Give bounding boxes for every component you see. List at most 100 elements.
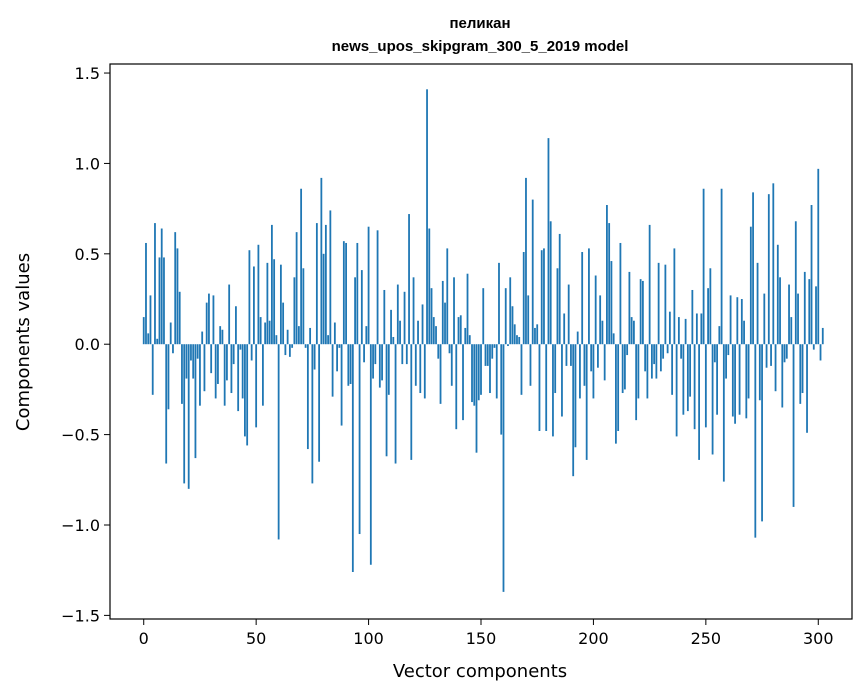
- y-tick-label: −1.0: [61, 516, 100, 535]
- bar: [509, 277, 512, 345]
- bar: [457, 317, 460, 345]
- bar: [392, 336, 395, 345]
- bar: [311, 344, 314, 484]
- bar: [230, 344, 233, 394]
- bar: [797, 293, 799, 345]
- bar: [617, 344, 620, 431]
- bar: [340, 344, 343, 426]
- bar: [300, 188, 303, 345]
- bar: [471, 344, 473, 403]
- bar: [167, 344, 170, 410]
- bar: [322, 253, 325, 345]
- bar: [284, 344, 287, 356]
- bar: [264, 322, 267, 345]
- bar: [543, 248, 545, 345]
- bar: [181, 344, 183, 404]
- bar: [583, 344, 586, 386]
- bar: [779, 277, 781, 345]
- bar: [217, 344, 219, 384]
- bar: [417, 320, 419, 345]
- bar: [722, 344, 725, 482]
- bar: [790, 317, 793, 345]
- bar: [221, 329, 224, 345]
- bar: [333, 322, 336, 345]
- x-tick-label: 200: [578, 629, 609, 648]
- x-axis-ticks: 0 50 100 150 200 250 300: [139, 619, 834, 648]
- bar: [345, 242, 347, 345]
- bar: [803, 271, 806, 345]
- bar: [736, 297, 739, 345]
- bar: [608, 223, 611, 345]
- bar: [655, 344, 658, 379]
- bar: [253, 266, 255, 345]
- bar: [747, 344, 750, 399]
- bar: [419, 344, 422, 394]
- bar: [205, 302, 208, 345]
- bar: [288, 344, 291, 357]
- bar: [763, 293, 766, 345]
- bar: [149, 295, 152, 345]
- x-tick-label: 300: [803, 629, 834, 648]
- bar: [228, 284, 231, 345]
- bar: [664, 264, 667, 345]
- bar: [785, 344, 788, 359]
- bar: [376, 230, 379, 345]
- bar: [641, 280, 644, 345]
- bar: [549, 221, 552, 345]
- bar: [606, 205, 608, 345]
- bar: [248, 250, 251, 345]
- x-axis-label: Vector components: [393, 661, 567, 682]
- bar: [444, 302, 446, 345]
- bar: [462, 344, 464, 421]
- bar: [534, 327, 536, 345]
- bar: [691, 289, 694, 345]
- bar: [270, 224, 273, 345]
- bar: [592, 344, 595, 399]
- bar: [437, 344, 440, 359]
- bar: [725, 344, 727, 379]
- bar: [185, 344, 188, 379]
- bar: [477, 344, 480, 401]
- bar: [671, 344, 674, 395]
- bar: [743, 320, 745, 345]
- bar: [738, 344, 741, 415]
- bar: [302, 268, 305, 345]
- bar: [147, 333, 150, 345]
- bar: [349, 344, 352, 384]
- bar: [693, 344, 696, 430]
- bar: [239, 344, 242, 350]
- bar: [484, 344, 487, 366]
- bar: [241, 344, 244, 399]
- y-tick-label: −0.5: [61, 426, 100, 445]
- bar: [163, 257, 165, 345]
- bar: [657, 262, 660, 345]
- bar: [459, 315, 462, 345]
- bar: [165, 344, 168, 464]
- bar: [297, 326, 300, 345]
- bar: [529, 344, 532, 386]
- bar: [585, 344, 588, 460]
- bar: [403, 291, 406, 345]
- bar: [439, 344, 442, 404]
- bar: [453, 277, 455, 345]
- bar: [500, 344, 503, 435]
- bar: [565, 344, 568, 366]
- bar: [572, 344, 575, 477]
- bar: [282, 302, 285, 345]
- bar: [552, 344, 554, 437]
- bar: [821, 327, 824, 345]
- y-tick-label: 0.5: [75, 245, 100, 264]
- bar: [363, 344, 365, 363]
- bar: [556, 268, 559, 345]
- bar: [767, 194, 770, 345]
- bar: [799, 344, 802, 404]
- bar: [369, 344, 372, 565]
- bar: [250, 344, 253, 361]
- bar: [455, 344, 458, 430]
- bar: [219, 326, 222, 345]
- bar: [677, 317, 680, 345]
- chart-title: пеликан: [449, 15, 510, 32]
- bar: [174, 232, 177, 345]
- bar: [713, 344, 716, 363]
